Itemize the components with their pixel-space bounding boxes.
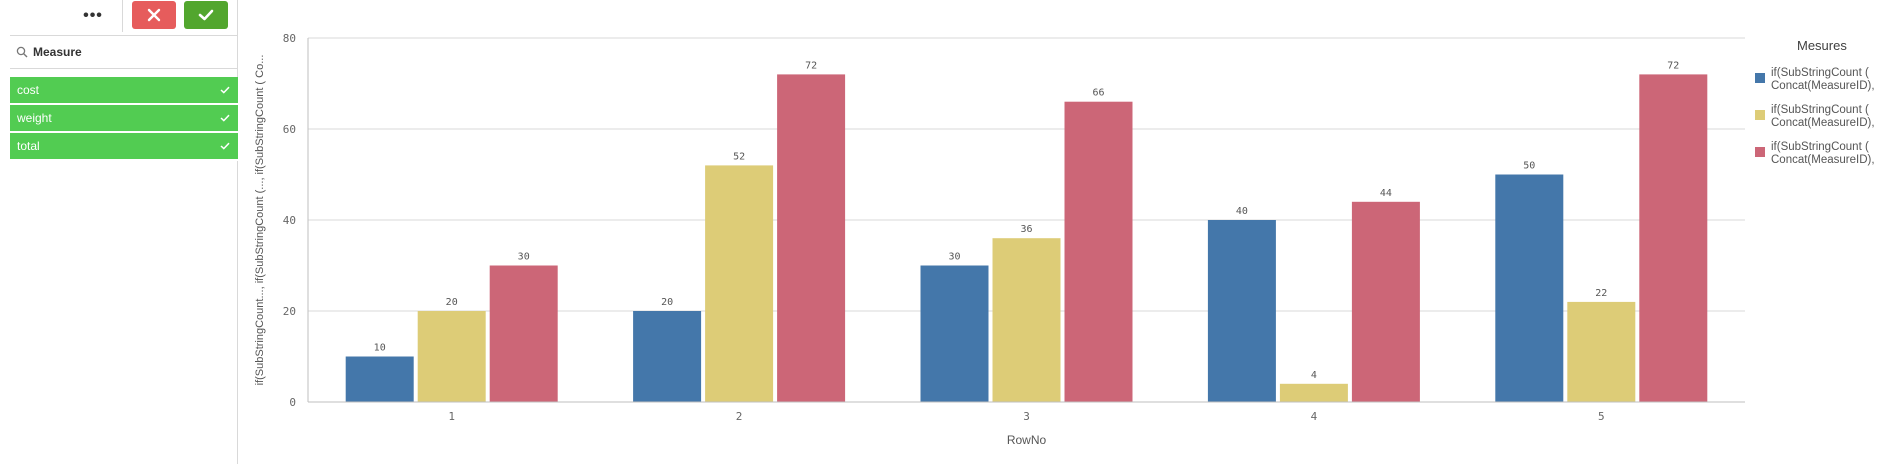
chart-canvas: 0204060801020301205272230366634044445022… [254,32,1745,447]
y-tick-label: 60 [283,123,296,136]
data-label: 40 [1236,206,1248,217]
legend-title: Mesures [1797,38,1847,53]
bar [489,265,558,402]
data-label: 10 [374,343,386,354]
cancel-selection-button[interactable] [132,1,176,29]
y-tick-label: 40 [283,214,296,227]
data-label: 20 [661,297,673,308]
data-label: 50 [1523,161,1535,172]
bar-chart: 0 20 40 60 80 10 20 30 1 20 52 72 2 30 36 66 3 40 4 44 4 50 22… [240,0,1889,464]
selection-toolbar: ••• [0,0,237,34]
legend-item-series-2[interactable]: if(SubStringCount ( Concat(MeasureID), [1755,104,1889,130]
bar [1064,101,1133,402]
close-icon [147,8,161,22]
data-label: 4 [1311,370,1317,381]
x-tick-label: 4 [1311,410,1318,423]
list-item-cost[interactable]: cost [10,77,238,105]
checkmark-icon [220,114,230,122]
filter-panel: ••• Measure cost we [0,0,238,464]
list-item-label: cost [17,83,40,97]
data-label: 52 [733,151,745,162]
data-label: 20 [446,297,458,308]
list-item-weight[interactable]: weight [10,105,238,133]
toolbar-divider [122,0,123,32]
legend-label: if(SubStringCount ( Concat(MeasureID), [1771,141,1875,166]
data-label: 36 [1020,224,1032,235]
x-tick-label: 5 [1598,410,1605,423]
confirm-selection-button[interactable] [184,1,228,29]
bar [705,165,774,402]
more-options-button[interactable]: ••• [83,7,103,24]
bar [1495,174,1564,402]
bar [920,265,989,402]
bar [417,311,486,402]
x-tick-label: 2 [736,410,743,423]
bar [992,238,1061,402]
bar [345,356,414,402]
measure-search[interactable]: Measure [10,35,238,69]
search-icon [16,46,28,58]
search-label: Measure [33,45,82,59]
y-tick-label: 80 [283,32,296,45]
bar [1351,201,1420,402]
data-label: 22 [1595,288,1607,299]
legend-swatch [1755,110,1765,120]
chart-legend: Mesures if(SubStringCount ( Concat(Measu… [1755,38,1889,178]
x-tick-label: 3 [1023,410,1030,423]
y-tick-label: 0 [289,396,296,409]
legend-label: if(SubStringCount ( Concat(MeasureID), [1771,67,1875,92]
checkmark-icon [220,142,230,150]
data-label: 44 [1380,188,1392,199]
bar [1567,301,1636,402]
y-axis-title: if(SubStringCount..., if(SubStringCount … [254,55,266,386]
x-axis-title: RowNo [1007,433,1047,447]
checkmark-icon [220,86,230,94]
bar [1207,220,1276,402]
list-item-label: weight [17,111,52,125]
bar [1279,383,1348,402]
data-label: 72 [1667,60,1679,71]
y-tick-label: 20 [283,305,296,318]
list-item-label: total [17,139,40,153]
check-icon [198,9,214,21]
legend-item-series-3[interactable]: if(SubStringCount ( Concat(MeasureID), [1755,141,1889,167]
legend-label: if(SubStringCount ( Concat(MeasureID), [1771,104,1875,129]
data-label: 66 [1092,88,1104,99]
data-label: 30 [948,252,960,263]
measure-list: cost weight total [10,77,238,161]
bar [1639,74,1708,403]
bar [777,74,846,403]
data-label: 30 [518,252,530,263]
legend-item-series-1[interactable]: if(SubStringCount ( Concat(MeasureID), [1755,67,1889,93]
legend-swatch [1755,73,1765,83]
legend-swatch [1755,147,1765,157]
list-item-total[interactable]: total [10,133,238,161]
x-tick-label: 1 [448,410,455,423]
bar [633,311,702,402]
data-label: 72 [805,60,817,71]
